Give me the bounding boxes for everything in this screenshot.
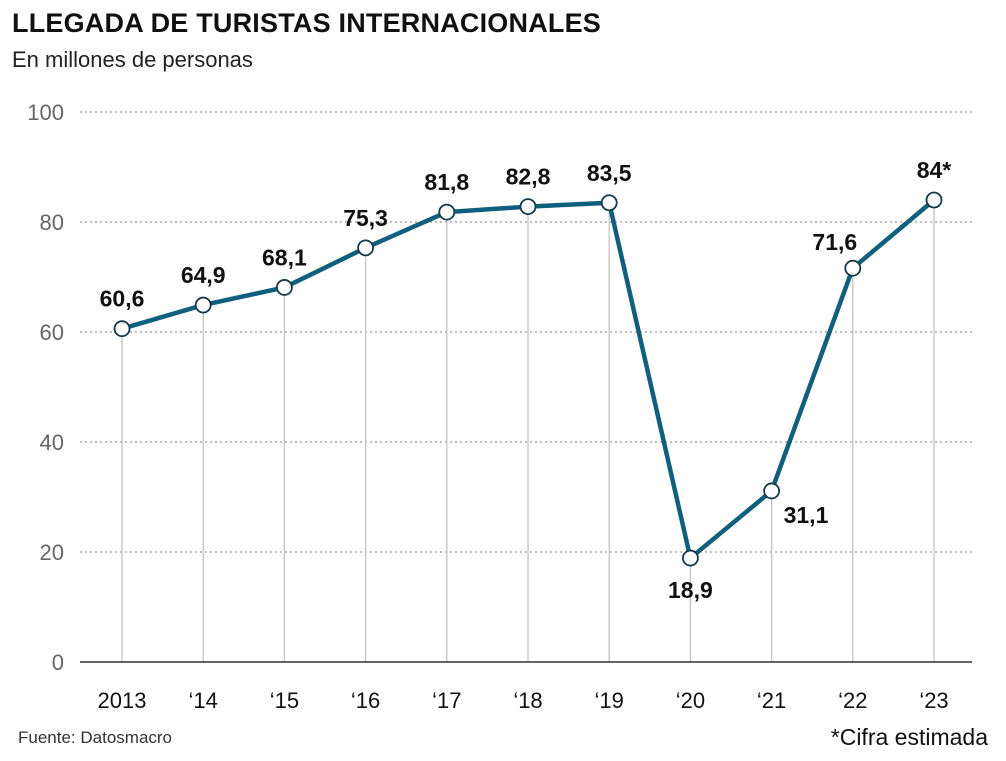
data-label: 68,1	[262, 244, 307, 270]
data-label: 18,9	[668, 577, 713, 603]
data-point	[438, 203, 456, 221]
x-tick-label: ‘15	[270, 688, 299, 713]
data-point	[600, 194, 618, 212]
x-tick-label: ‘19	[595, 688, 624, 713]
data-label: 71,6	[812, 229, 857, 255]
data-point	[519, 198, 537, 216]
data-point	[357, 239, 375, 257]
x-axis-ticks: 2013 ‘14 ‘15 ‘16 ‘17 ‘18 ‘19 ‘20 ‘21 ‘22 ‘23	[98, 688, 949, 713]
y-axis-ticks: 0 20 40 60 80 100	[27, 100, 64, 675]
data-point	[844, 259, 862, 277]
footnote: *Cifra estimada	[830, 724, 988, 750]
data-point	[275, 279, 293, 296]
data-label: 64,9	[181, 262, 226, 288]
y-tick-label: 0	[52, 650, 64, 675]
x-tick-label: ‘21	[757, 688, 786, 713]
data-points	[113, 191, 943, 567]
data-label: 83,5	[587, 160, 632, 186]
data-point	[925, 191, 943, 209]
y-tick-label: 20	[40, 540, 64, 565]
x-tick-label: ‘18	[513, 688, 542, 713]
data-label: 31,1	[784, 502, 829, 528]
x-tick-label: ‘14	[189, 688, 218, 713]
vertical-guides	[121, 200, 935, 662]
x-tick-label: 2013	[98, 688, 147, 713]
chart-subtitle: En millones de personas	[12, 47, 253, 72]
y-tick-label: 80	[40, 210, 64, 235]
data-point	[763, 482, 780, 500]
data-label: 75,3	[343, 205, 388, 231]
x-tick-label: ‘22	[838, 688, 867, 713]
y-tick-label: 100	[27, 100, 64, 125]
data-label: 81,8	[424, 169, 469, 195]
data-label: 60,6	[100, 286, 145, 312]
data-point	[682, 549, 699, 567]
data-label: 82,8	[506, 164, 551, 190]
data-point	[194, 296, 212, 314]
x-tick-label: ‘23	[919, 688, 948, 713]
x-tick-label: ‘16	[351, 688, 380, 713]
y-tick-label: 60	[40, 320, 64, 345]
x-tick-label: ‘17	[432, 688, 461, 713]
data-point	[113, 320, 131, 338]
x-tick-label: ‘20	[676, 688, 705, 713]
y-tick-label: 40	[40, 430, 64, 455]
data-labels: 60,6 64,9 68,1 75,3 81,8 82,8 83,5 18,9 31,1 71,6…	[100, 157, 952, 603]
data-label: 84*	[917, 157, 952, 183]
source-note: Fuente: Datosmacro	[18, 728, 173, 747]
gridlines	[80, 111, 972, 553]
chart-title: LLEGADA DE TURISTAS INTERNACIONALES	[12, 8, 602, 38]
